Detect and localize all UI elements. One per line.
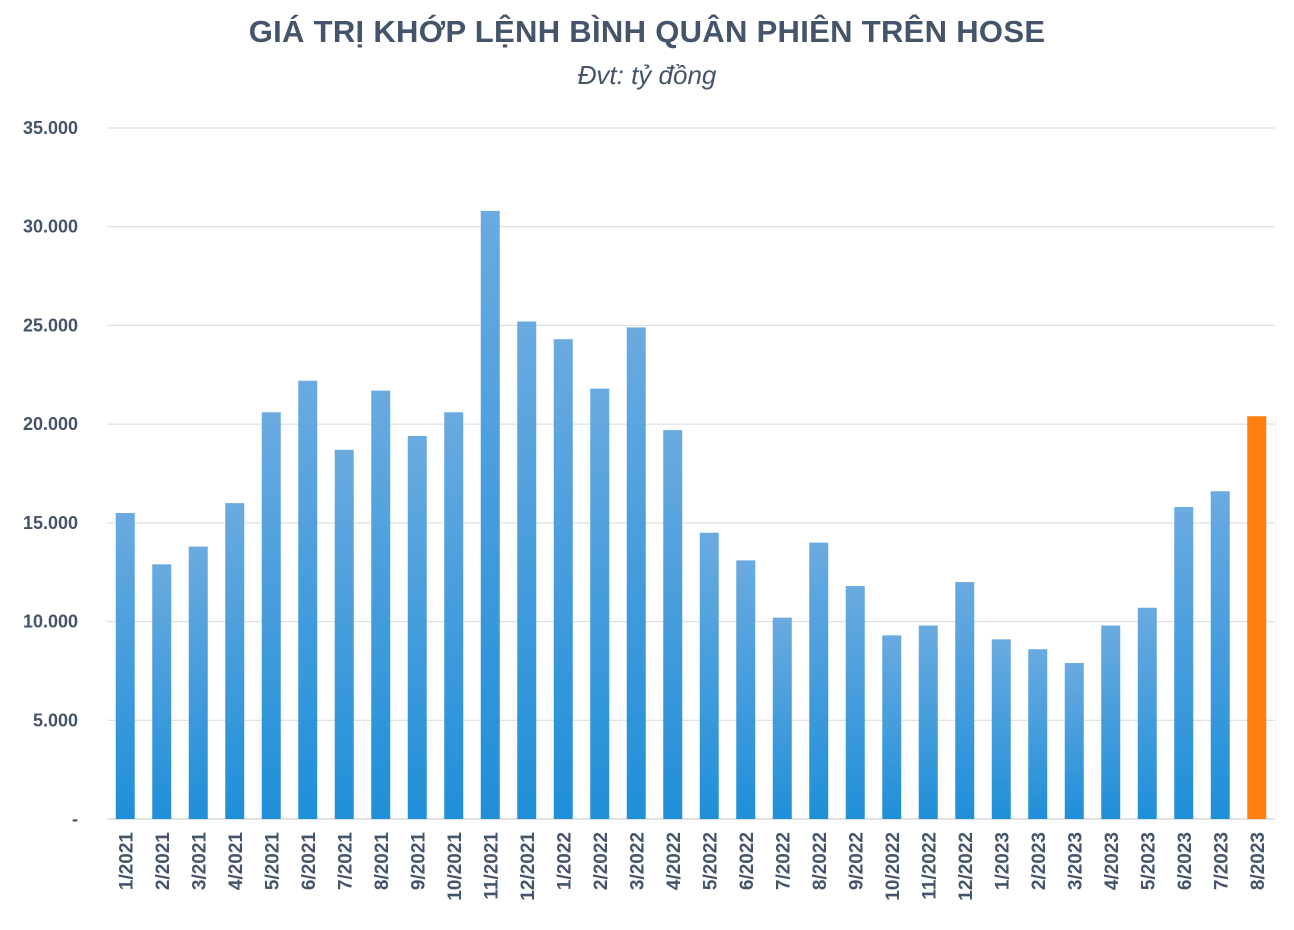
x-tick-label: 6/2022 xyxy=(737,832,758,890)
x-tick-label: 1/2021 xyxy=(116,832,137,891)
bar xyxy=(1210,491,1230,819)
x-axis-ticks: 1/2021 2/2021 3/2021 4/2021 5/2021 6/2021 7/20… xyxy=(116,832,1269,901)
y-tick-label: 30.000 xyxy=(23,217,78,237)
bar xyxy=(736,560,756,819)
x-tick-label: 7/2023 xyxy=(1211,832,1232,890)
x-tick-label: 6/2021 xyxy=(299,832,320,891)
x-tick-label: 8/2022 xyxy=(810,832,831,890)
bar xyxy=(517,321,537,819)
chart-title: GIÁ TRỊ KHỚP LỆNH BÌNH QUÂN PHIÊN TRÊN H… xyxy=(248,14,1046,49)
x-tick-label: 10/2021 xyxy=(445,832,466,901)
x-tick-label: 12/2021 xyxy=(518,832,539,901)
bar xyxy=(1174,507,1194,819)
bar xyxy=(809,542,829,819)
x-tick-label: 1/2023 xyxy=(992,832,1013,890)
bar xyxy=(882,635,902,819)
bar xyxy=(918,625,938,819)
y-tick-label: 20.000 xyxy=(23,414,78,434)
x-tick-label: 4/2023 xyxy=(1102,832,1123,890)
x-tick-label: 4/2021 xyxy=(226,832,247,891)
bar xyxy=(845,586,865,819)
x-tick-label: 7/2022 xyxy=(773,832,794,890)
bar xyxy=(188,546,208,819)
bar xyxy=(553,339,573,819)
bar xyxy=(444,412,464,819)
chart-subtitle: Đvt: tỷ đồng xyxy=(577,60,717,90)
bar xyxy=(225,503,245,819)
x-tick-label: 11/2022 xyxy=(919,832,940,900)
y-tick-label: - xyxy=(72,809,78,829)
bar xyxy=(772,617,792,819)
bar xyxy=(1028,649,1048,819)
bar xyxy=(334,449,354,819)
y-tick-label: 10.000 xyxy=(23,612,78,632)
x-tick-label: 1/2022 xyxy=(554,832,575,890)
bar xyxy=(663,430,683,819)
x-tick-label: 12/2022 xyxy=(956,832,977,901)
bar xyxy=(1064,663,1084,819)
bar xyxy=(699,532,719,819)
y-tick-label: 5.000 xyxy=(33,710,78,730)
bar xyxy=(991,639,1011,819)
x-tick-label: 9/2022 xyxy=(846,832,867,890)
x-tick-label: 2/2022 xyxy=(591,832,612,890)
x-tick-label: 8/2021 xyxy=(372,832,393,891)
bar xyxy=(115,512,135,819)
x-tick-label: 4/2022 xyxy=(664,832,685,890)
bars xyxy=(115,210,1267,820)
bar xyxy=(590,388,610,819)
bar xyxy=(298,380,318,819)
bar xyxy=(371,390,391,819)
x-tick-label: 9/2021 xyxy=(408,832,429,891)
x-tick-label: 3/2023 xyxy=(1065,832,1086,890)
x-tick-label: 2/2023 xyxy=(1029,832,1050,890)
x-tick-label: 8/2023 xyxy=(1248,832,1269,890)
x-tick-label: 3/2022 xyxy=(627,832,648,890)
bar xyxy=(955,582,975,819)
y-tick-label: 25.000 xyxy=(23,315,78,335)
x-tick-label: 10/2022 xyxy=(883,832,904,901)
x-tick-label: 3/2021 xyxy=(189,832,210,891)
y-axis-ticks: - 5.000 10.000 15.000 20.000 25.000 30.000 35.0… xyxy=(23,118,78,829)
bar xyxy=(626,327,646,819)
bar xyxy=(152,564,172,819)
gridlines xyxy=(107,127,1275,820)
x-tick-label: 11/2021 xyxy=(481,832,502,900)
x-tick-label: 5/2022 xyxy=(700,832,721,890)
bar xyxy=(1101,625,1121,819)
bar xyxy=(261,412,281,819)
x-tick-label: 2/2021 xyxy=(153,832,174,891)
x-tick-label: 6/2023 xyxy=(1175,832,1196,890)
y-tick-label: 35.000 xyxy=(23,118,78,138)
x-tick-label: 5/2021 xyxy=(262,832,283,891)
x-tick-label: 7/2021 xyxy=(335,832,356,891)
bar xyxy=(1137,607,1157,819)
bar xyxy=(480,210,500,820)
bar xyxy=(1247,416,1267,819)
y-tick-label: 15.000 xyxy=(23,513,78,533)
bar xyxy=(407,435,427,819)
x-tick-label: 5/2023 xyxy=(1138,832,1159,890)
